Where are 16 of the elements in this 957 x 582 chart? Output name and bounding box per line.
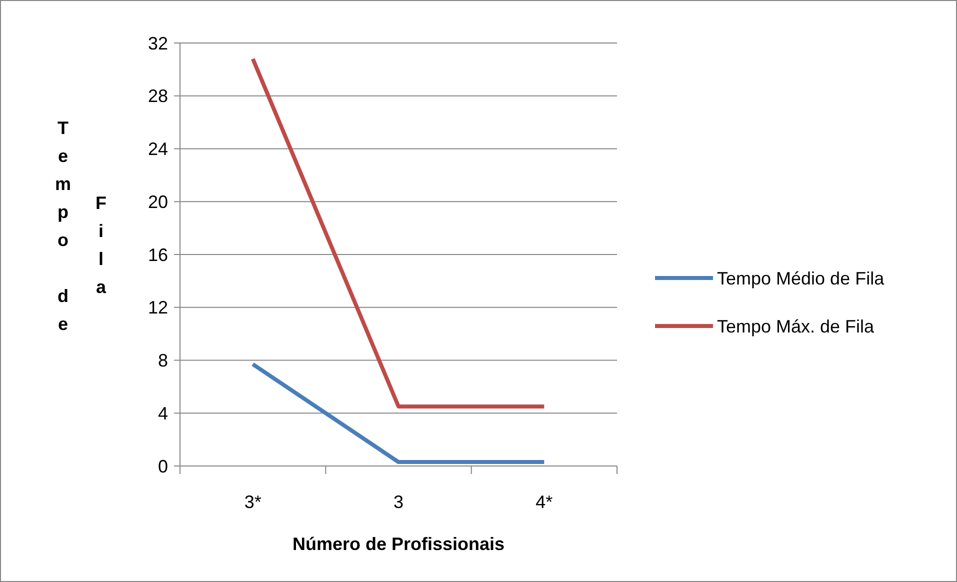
y-tick-label: 8 <box>158 350 168 371</box>
legend-label: Tempo Médio de Fila <box>717 268 886 288</box>
x-tick-label: 3 <box>393 492 404 512</box>
x-tick-label: 3* <box>244 492 262 512</box>
y-tick-label: 0 <box>158 456 168 476</box>
y-tick-label: 16 <box>148 244 168 265</box>
y-tick-label: 20 <box>148 192 168 212</box>
y-tick-label: 4 <box>158 403 168 424</box>
x-axis-title: Número de Profissionais <box>292 534 505 554</box>
x-tick-label: 4* <box>536 492 553 512</box>
y-tick-label: 12 <box>148 298 168 318</box>
y-tick-label: 24 <box>148 139 168 160</box>
y-axis-title: Tempo de Fila <box>53 118 111 342</box>
y-tick-label: 28 <box>148 86 168 106</box>
legend-label: Tempo Máx. de Fila <box>717 316 876 336</box>
y-tick-label: 32 <box>148 33 168 54</box>
